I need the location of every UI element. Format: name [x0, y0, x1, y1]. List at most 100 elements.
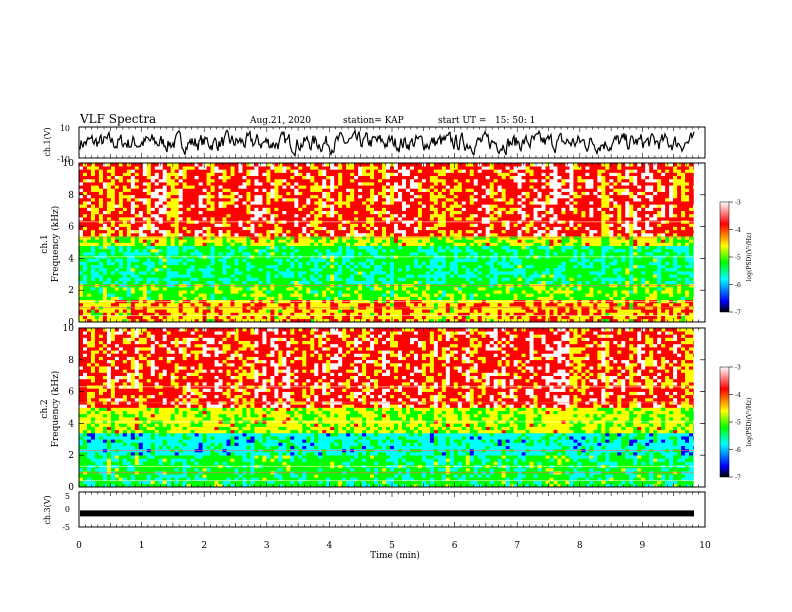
spectrogram-cell [354, 264, 359, 269]
spectrogram-cell [146, 261, 152, 266]
spectrogram-cell [605, 290, 610, 294]
spectrogram-cell [689, 274, 694, 278]
spectrogram-cell [609, 229, 614, 234]
spectrogram-cell [569, 264, 574, 269]
spectrogram-cell [262, 226, 267, 231]
spectrogram-cell [409, 264, 415, 269]
spectrogram-cell [569, 315, 574, 320]
spectrogram-cell [158, 242, 164, 246]
spectrogram-cell [310, 223, 315, 227]
spectrogram-cell [190, 232, 195, 237]
spectrogram-cell [282, 271, 287, 275]
spectrogram-cell [585, 290, 590, 294]
spectrogram-cell [525, 239, 530, 243]
spectrogram-cell [138, 229, 144, 234]
spectrogram-cell [194, 252, 199, 256]
spectrogram-cell [585, 296, 590, 301]
spectrogram-cell [445, 226, 451, 231]
spectrogram-cell [230, 274, 235, 278]
spectrogram-cell [138, 232, 144, 237]
spectrogram-cell [593, 296, 598, 301]
spectrogram-cell [669, 271, 674, 275]
spectrogram-cell [637, 264, 642, 269]
spectrogram-cell [513, 271, 518, 275]
spectrogram-cell [633, 239, 638, 243]
spectrogram-cell [126, 271, 132, 275]
spectrogram-cell [405, 309, 411, 313]
spectrogram-cell [158, 318, 164, 323]
spectrogram-cell [473, 229, 479, 234]
spectrogram-cell [649, 229, 654, 234]
spectrogram-cell [517, 239, 522, 243]
spectrogram-cell [294, 296, 299, 301]
spectrogram-cell [461, 248, 467, 253]
spectrogram-cell [330, 315, 335, 320]
spectrogram-cell [481, 245, 486, 250]
spectrogram-cell [358, 245, 363, 250]
spectrogram-cell [98, 277, 104, 281]
spectrogram-cell [362, 271, 367, 275]
spectrogram-cell [645, 229, 650, 234]
spectrogram-cell [86, 309, 92, 313]
spectrogram-cell [665, 293, 670, 297]
spectrogram-cell [210, 245, 215, 250]
spectrogram-cell [477, 277, 483, 281]
spectrogram-cell [134, 315, 140, 320]
spectrogram-cell [597, 232, 602, 237]
spectrogram-cell [397, 315, 403, 320]
spectrogram-cell [214, 274, 219, 278]
spectrogram-cell [609, 318, 614, 323]
spectrogram-cell [198, 318, 203, 323]
spectrogram-cell [689, 264, 694, 269]
spectrogram-cell [362, 258, 367, 262]
spectrogram-cell [629, 280, 634, 285]
spectrogram-cell [338, 287, 343, 291]
spectrogram-cell [266, 239, 271, 243]
spectrogram-cell [218, 242, 223, 246]
spectrogram-cell [330, 264, 335, 269]
spectrogram-cell [513, 261, 518, 266]
spectrogram-cell [306, 296, 311, 301]
spectrogram-cell [378, 290, 383, 294]
spectrogram-cell [673, 277, 678, 281]
spectrogram-cell [250, 226, 255, 231]
spectrogram-cell [226, 258, 231, 262]
spectrogram-cell [306, 239, 311, 243]
spectrogram-cell [222, 242, 227, 246]
spectrogram-cell [98, 312, 104, 316]
spectrogram-cell [170, 296, 175, 301]
spectrogram-cell [146, 232, 152, 237]
spectrogram-cell [86, 287, 92, 291]
spectrogram-cell [222, 296, 227, 301]
spectrogram-cell [234, 264, 239, 269]
spectrogram-cell [409, 290, 415, 294]
spectrogram-cell [246, 309, 251, 313]
spectrogram-cell [521, 261, 526, 266]
spectrogram-cell [453, 309, 459, 313]
spectrogram-cell [242, 280, 247, 285]
spectrogram-cell [106, 271, 112, 275]
spectrogram-cell [529, 274, 534, 278]
spectrogram-cell [234, 242, 239, 246]
spectrogram-cell [585, 287, 590, 291]
spectrogram-cell [493, 309, 498, 313]
spectrogram-cell [182, 293, 187, 297]
spectrogram-cell [354, 290, 359, 294]
spectrogram-cell [230, 252, 235, 256]
spectrogram-cell [573, 293, 578, 297]
spectrogram-cell [621, 261, 626, 266]
spectrogram-cell [330, 302, 335, 307]
spectrogram-cell [581, 232, 586, 237]
spectrogram-cell [677, 239, 682, 243]
spectrogram-cell [541, 232, 546, 237]
spectrogram-cell [310, 264, 315, 269]
spectrogram-cell [166, 239, 172, 243]
spectrogram-cell [457, 261, 463, 266]
spectrogram-cell [681, 296, 686, 301]
spectrogram-cell [633, 242, 638, 246]
spectrogram-cell [589, 312, 594, 316]
spectrogram-cell [421, 315, 427, 320]
spectrogram-cell [370, 239, 375, 243]
spectrogram-cell [685, 229, 690, 234]
spectrogram-cell [633, 229, 638, 234]
